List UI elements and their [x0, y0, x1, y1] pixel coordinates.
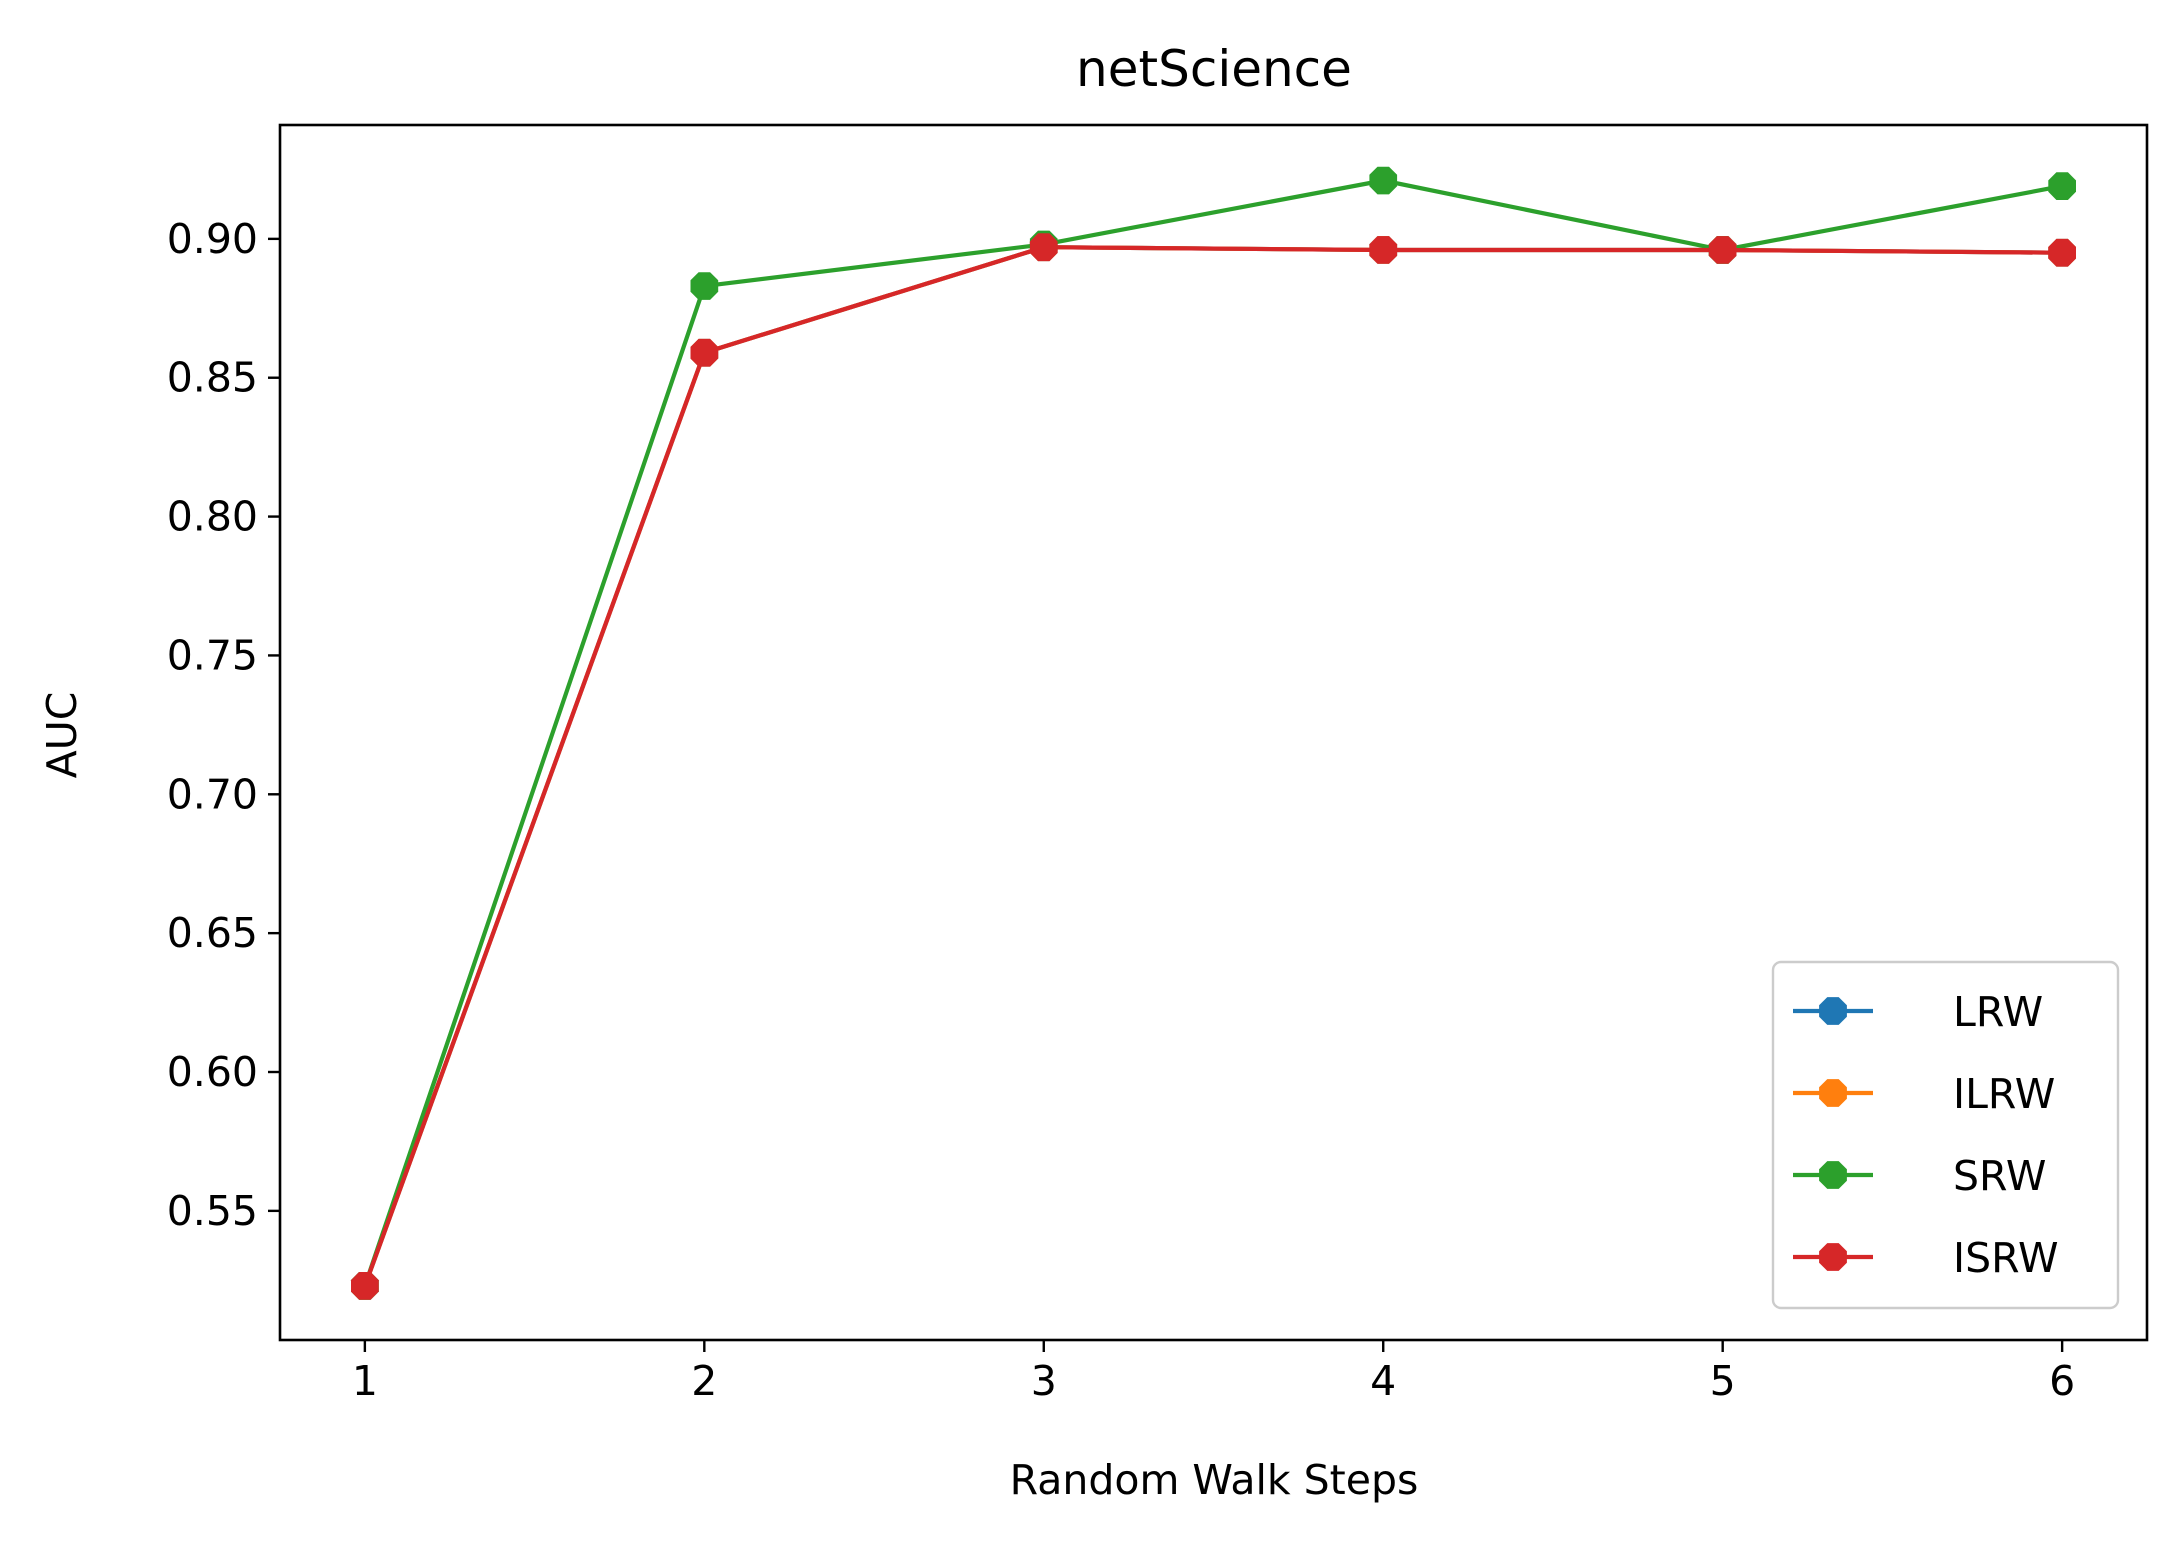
- series-line-isrw: [362, 245, 2063, 1287]
- y-tick-label: 0.70: [167, 770, 258, 818]
- data-point-srw: [2048, 172, 2076, 200]
- y-axis-title: AUC: [38, 692, 86, 779]
- data-point-isrw: [1029, 233, 1058, 262]
- x-axis-title: Random Walk Steps: [1010, 1456, 1419, 1504]
- data-point-isrw: [2048, 238, 2076, 267]
- series-line-srw: [362, 178, 2063, 1287]
- y-tick-label: 0.90: [167, 215, 258, 263]
- legend-marker: [1819, 1079, 1847, 1107]
- data-point-isrw: [1369, 236, 1398, 264]
- y-tick-label: 0.65: [167, 909, 258, 957]
- y-tick-label: 0.75: [167, 631, 258, 679]
- legend-entry-lrw: LRW: [1793, 988, 2043, 1036]
- chart-title: netScience: [1076, 40, 1352, 98]
- data-point-srw: [690, 272, 719, 300]
- legend-entry-isrw: ISRW: [1793, 1234, 2058, 1282]
- x-tick-label: 3: [1031, 1357, 1057, 1405]
- y-tick-label: 0.80: [167, 493, 258, 541]
- legend-marker: [1819, 1243, 1847, 1271]
- legend-marker: [1819, 1161, 1847, 1189]
- axis-ticks: 1 2 3 4 5 6 0.55 0.60 0.65 0.70 0.75 0.80 0.85 0.90: [167, 215, 2075, 1405]
- x-tick-label: 1: [352, 1357, 378, 1405]
- legend-entry-ilrw: ILRW: [1793, 1070, 2055, 1118]
- legend-entry-srw: SRW: [1793, 1152, 2046, 1200]
- x-tick-label: 2: [691, 1357, 717, 1405]
- x-tick-label: 4: [1370, 1357, 1396, 1405]
- series-group: [351, 166, 2076, 1300]
- legend-label-ilrw: ILRW: [1953, 1070, 2055, 1118]
- x-tick-label: 6: [2049, 1357, 2075, 1405]
- data-point-srw: [1369, 166, 1398, 195]
- x-tick-label: 5: [1710, 1357, 1736, 1405]
- legend-label-lrw: LRW: [1953, 988, 2043, 1036]
- legend-marker: [1819, 997, 1847, 1025]
- data-point-isrw: [1708, 236, 1737, 264]
- legend-label-isrw: ISRW: [1953, 1234, 2058, 1282]
- data-point-isrw: [690, 338, 719, 367]
- legend-box: [1771, 960, 2120, 1310]
- plot-frame: [278, 123, 2149, 1342]
- legend-label-srw: SRW: [1953, 1152, 2046, 1200]
- y-tick-label: 0.55: [167, 1187, 258, 1235]
- y-tick-label: 0.85: [167, 354, 258, 402]
- y-tick-label: 0.60: [167, 1048, 258, 1096]
- legend: LRW ILRW SRW ISRW: [1771, 960, 2120, 1310]
- series-isrw: [351, 233, 2076, 1300]
- data-point-isrw: [351, 1272, 379, 1300]
